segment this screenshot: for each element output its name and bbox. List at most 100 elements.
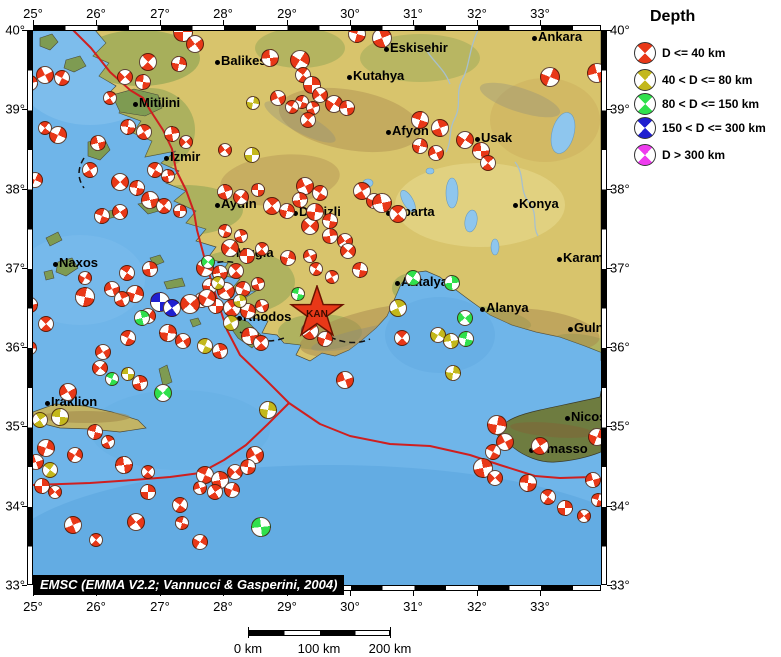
city-label: Usak: [481, 130, 513, 145]
beachball-r: [156, 198, 172, 214]
beachball-r: [33, 172, 43, 188]
axis-tick-left: [22, 426, 27, 427]
city-label: Karam: [563, 250, 601, 265]
beachball-r: [587, 63, 601, 83]
beachball-r: [119, 265, 135, 281]
beachball-r: [192, 534, 208, 550]
beachball-r: [159, 324, 177, 342]
beachball-r: [78, 271, 92, 285]
city-dot: [164, 156, 169, 161]
axis-label-left: 33°: [5, 577, 25, 593]
axis-tick-right: [607, 426, 612, 427]
city-dot: [568, 327, 573, 332]
axis-tick-left: [22, 30, 27, 31]
beachball-r: [142, 261, 158, 277]
beachball-g: [251, 517, 271, 537]
legend-beachball-icon: [634, 144, 656, 166]
beachball-g: [105, 372, 119, 386]
city-dot: [45, 401, 50, 406]
axis-tick-bottom: [350, 591, 351, 596]
axis-tick-left: [22, 109, 27, 110]
beachball-r: [325, 270, 339, 284]
beachball-b: [163, 299, 181, 317]
axis-label-top: 31°: [403, 6, 423, 21]
axis-tick-bottom: [413, 591, 414, 596]
beachball-r: [164, 126, 180, 142]
beachball-r: [340, 243, 356, 259]
city-label: Kutahya: [353, 68, 405, 83]
beachball-r: [270, 90, 286, 106]
map-frame-right: [601, 30, 607, 585]
scalebar-tick: [390, 627, 391, 638]
beachball-r: [292, 192, 308, 208]
beachball-r: [38, 316, 54, 332]
map-canvas: Balikesir Eskisehir Ankara Kutahya Mitilini A…: [33, 30, 601, 585]
beachball-r: [87, 424, 103, 440]
beachball-o: [389, 299, 407, 317]
beachball-r: [59, 383, 77, 401]
map-frame-top: [33, 25, 601, 31]
beachball-r: [431, 119, 449, 137]
beachball-r: [480, 155, 496, 171]
beachball-r: [394, 330, 410, 346]
axis-tick-top: [413, 20, 414, 25]
beachball-r: [33, 454, 44, 470]
beachball-o: [197, 338, 213, 354]
beachball-r: [253, 335, 269, 351]
beachball-g: [444, 275, 460, 291]
beachball-r: [95, 344, 111, 360]
beachball-o: [259, 401, 277, 419]
beachball-r: [101, 435, 115, 449]
city-dot: [513, 203, 518, 208]
axis-tick-top: [477, 20, 478, 25]
beachball-r: [218, 224, 232, 238]
beachball-r: [585, 472, 601, 488]
beachball-r: [132, 375, 148, 391]
axis-tick-right: [607, 189, 612, 190]
beachball-r: [75, 287, 95, 307]
axis-label-bottom: 25°: [23, 599, 43, 614]
beachball-r: [540, 489, 556, 505]
beachball-r: [285, 100, 299, 114]
axis-label-top: 32°: [467, 6, 487, 21]
beachball-r: [172, 497, 188, 513]
axis-tick-right: [607, 268, 612, 269]
axis-tick-top: [223, 20, 224, 25]
beachball-r: [120, 330, 136, 346]
axis-label-right: 33°: [610, 577, 630, 593]
beachball-r: [591, 493, 601, 507]
legend-beachball-icon: [634, 93, 656, 115]
city-dot: [557, 257, 562, 262]
beachball-r: [312, 185, 328, 201]
beachball-o: [211, 276, 225, 290]
beachball-r: [103, 91, 117, 105]
beachball-r: [348, 30, 366, 43]
beachball-o: [33, 412, 48, 428]
beachball-r: [175, 516, 189, 530]
beachball-r: [175, 333, 191, 349]
epicenter-star: KAN: [289, 285, 345, 337]
axis-label-bottom: 28°: [213, 599, 233, 614]
beachball-o: [233, 294, 247, 308]
attribution-bar: EMSC (EMMA V2.2; Vannucci & Gasperini, 2…: [33, 575, 345, 595]
beachball-r: [485, 444, 501, 460]
beachball-r: [240, 459, 256, 475]
beachball-o: [223, 315, 239, 331]
beachball-r: [372, 30, 392, 48]
city-label: Alanya: [486, 300, 529, 315]
legend-item-label: D > 300 km: [662, 148, 726, 162]
beachball-r: [261, 49, 279, 67]
legend-item-label: 80 < D <= 150 km: [662, 97, 760, 111]
beachball-g: [458, 331, 474, 347]
beachball-r: [428, 145, 444, 161]
axis-tick-top: [160, 20, 161, 25]
beachball-r: [218, 143, 232, 157]
beachball-r: [139, 53, 157, 71]
beachball-r: [221, 239, 239, 257]
axis-tick-bottom: [540, 591, 541, 596]
beachball-r: [251, 183, 265, 197]
city-label: Ankara: [538, 30, 583, 44]
beachball-r: [67, 447, 83, 463]
beachball-r: [322, 213, 338, 229]
